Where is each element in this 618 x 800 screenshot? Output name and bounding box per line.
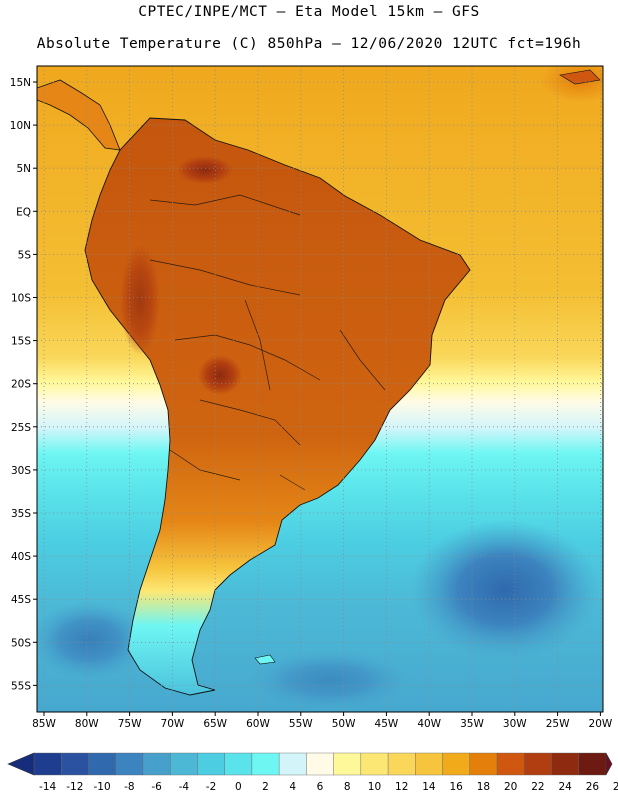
latitude-label: 50S [11, 637, 31, 649]
latitude-label: 15S [11, 336, 31, 348]
colorbar-cell [387, 752, 416, 776]
colorbar-label: 16 [450, 781, 464, 793]
map-frame [36, 65, 604, 713]
colorbar-cell [306, 752, 334, 776]
longitude-label: 45W [375, 718, 399, 730]
latitude-label: 15N [10, 77, 31, 89]
latitude-label: 30S [11, 465, 31, 477]
colorbar-label: -12 [66, 781, 83, 793]
colorbar-cell [251, 752, 280, 776]
colorbar-cell [524, 752, 552, 776]
colorbar-cell [88, 752, 116, 776]
colorbar-label: 12 [395, 781, 408, 793]
colorbar-label: -6 [151, 781, 162, 793]
colorbar-cell [360, 752, 389, 776]
colorbar-label: -2 [206, 781, 216, 793]
colorbar-label: 24 [558, 781, 572, 793]
latitude-label: 10S [11, 293, 31, 305]
colorbar-label: -8 [124, 781, 134, 793]
latitude-axis: 15N 10N 5N EQ 5S 10S 15S 20S 25S 30S 35S 40S 45S 50S 5… [10, 77, 37, 692]
temperature-field [37, 66, 603, 712]
colorbar-cell [33, 752, 62, 776]
colorbar-label: 4 [289, 781, 296, 793]
colorbar-cell [578, 752, 607, 776]
longitude-label: 75W [118, 718, 142, 730]
longitude-label: 30W [503, 718, 527, 730]
colorbar-cell [551, 752, 579, 776]
longitude-label: 35W [460, 718, 484, 730]
latitude-label: 10N [10, 120, 31, 132]
colorbar-cell [61, 752, 89, 776]
latitude-label: 40S [11, 551, 31, 563]
latitude-label: 45S [11, 594, 31, 606]
colorbar-cell [333, 752, 362, 776]
latitude-label: 35S [11, 508, 31, 520]
latitude-label: 25S [11, 422, 31, 434]
colorbar-label: 14 [422, 781, 436, 793]
title-line-1: CPTEC/INPE/MCT – Eta Model 15km – GFS [138, 4, 480, 20]
colorbar-cell [278, 752, 307, 776]
longitude-label: 40W [417, 718, 441, 730]
longitude-label: 60W [246, 718, 270, 730]
colorbar-label: 10 [368, 781, 381, 793]
longitude-label: 85W [32, 718, 56, 730]
colorbar-cell [142, 752, 171, 776]
longitude-label: 70W [161, 718, 185, 730]
colorbar-label: 20 [504, 781, 517, 793]
colorbar-label: -14 [39, 781, 56, 793]
longitude-axis: 85W 80W 75W 70W 65W 60W 55W 50W 45W 40W 35W 30W 25W 2… [32, 712, 613, 730]
colorbar-cell [496, 752, 525, 776]
latitude-label: 55S [11, 680, 31, 692]
colorbar-label: 22 [531, 781, 544, 793]
south-america-landmass [84, 117, 471, 696]
colorbar-label: 26 [586, 781, 600, 793]
colorbar-underflow-arrow [7, 752, 35, 776]
colorbar-cell [415, 752, 443, 776]
longitude-label: 65W [203, 718, 227, 730]
colorbar-label: 2 [262, 781, 269, 793]
latitude-label: 20S [11, 379, 31, 391]
colorbar-label: 6 [317, 781, 324, 793]
colorbar-cell [197, 752, 225, 776]
colorbar-label: 28 [613, 781, 618, 793]
colorbar-label: 0 [235, 781, 242, 793]
title-line-2: Absolute Temperature (C) 850hPa – 12/06/… [36, 36, 582, 52]
longitude-label: 50W [332, 718, 356, 730]
colorbar-cell [115, 752, 144, 776]
colorbar-cell [224, 752, 253, 776]
longitude-label: 20W [589, 718, 613, 730]
colorbar-label: -10 [94, 781, 111, 793]
colorbar-cell [469, 752, 498, 776]
colorbar-overflow-arrow [605, 752, 613, 776]
latitude-label: 5N [16, 163, 31, 175]
latitude-label: EQ [16, 206, 31, 218]
longitude-label: 55W [289, 718, 313, 730]
colorbar-cell [442, 752, 471, 776]
colorbar-label: 18 [477, 781, 490, 793]
colorbar: -14 -12 -10 -8 -6 -4 -2 0 2 4 6 8 10 12 14 16 18 20 22 24 26… [7, 752, 618, 793]
colorbar-label: 8 [344, 781, 351, 793]
longitude-label: 80W [75, 718, 99, 730]
latitude-label: 5S [18, 249, 32, 261]
colorbar-label: -4 [179, 781, 190, 793]
colorbar-cell [169, 752, 198, 776]
longitude-label: 25W [546, 718, 570, 730]
